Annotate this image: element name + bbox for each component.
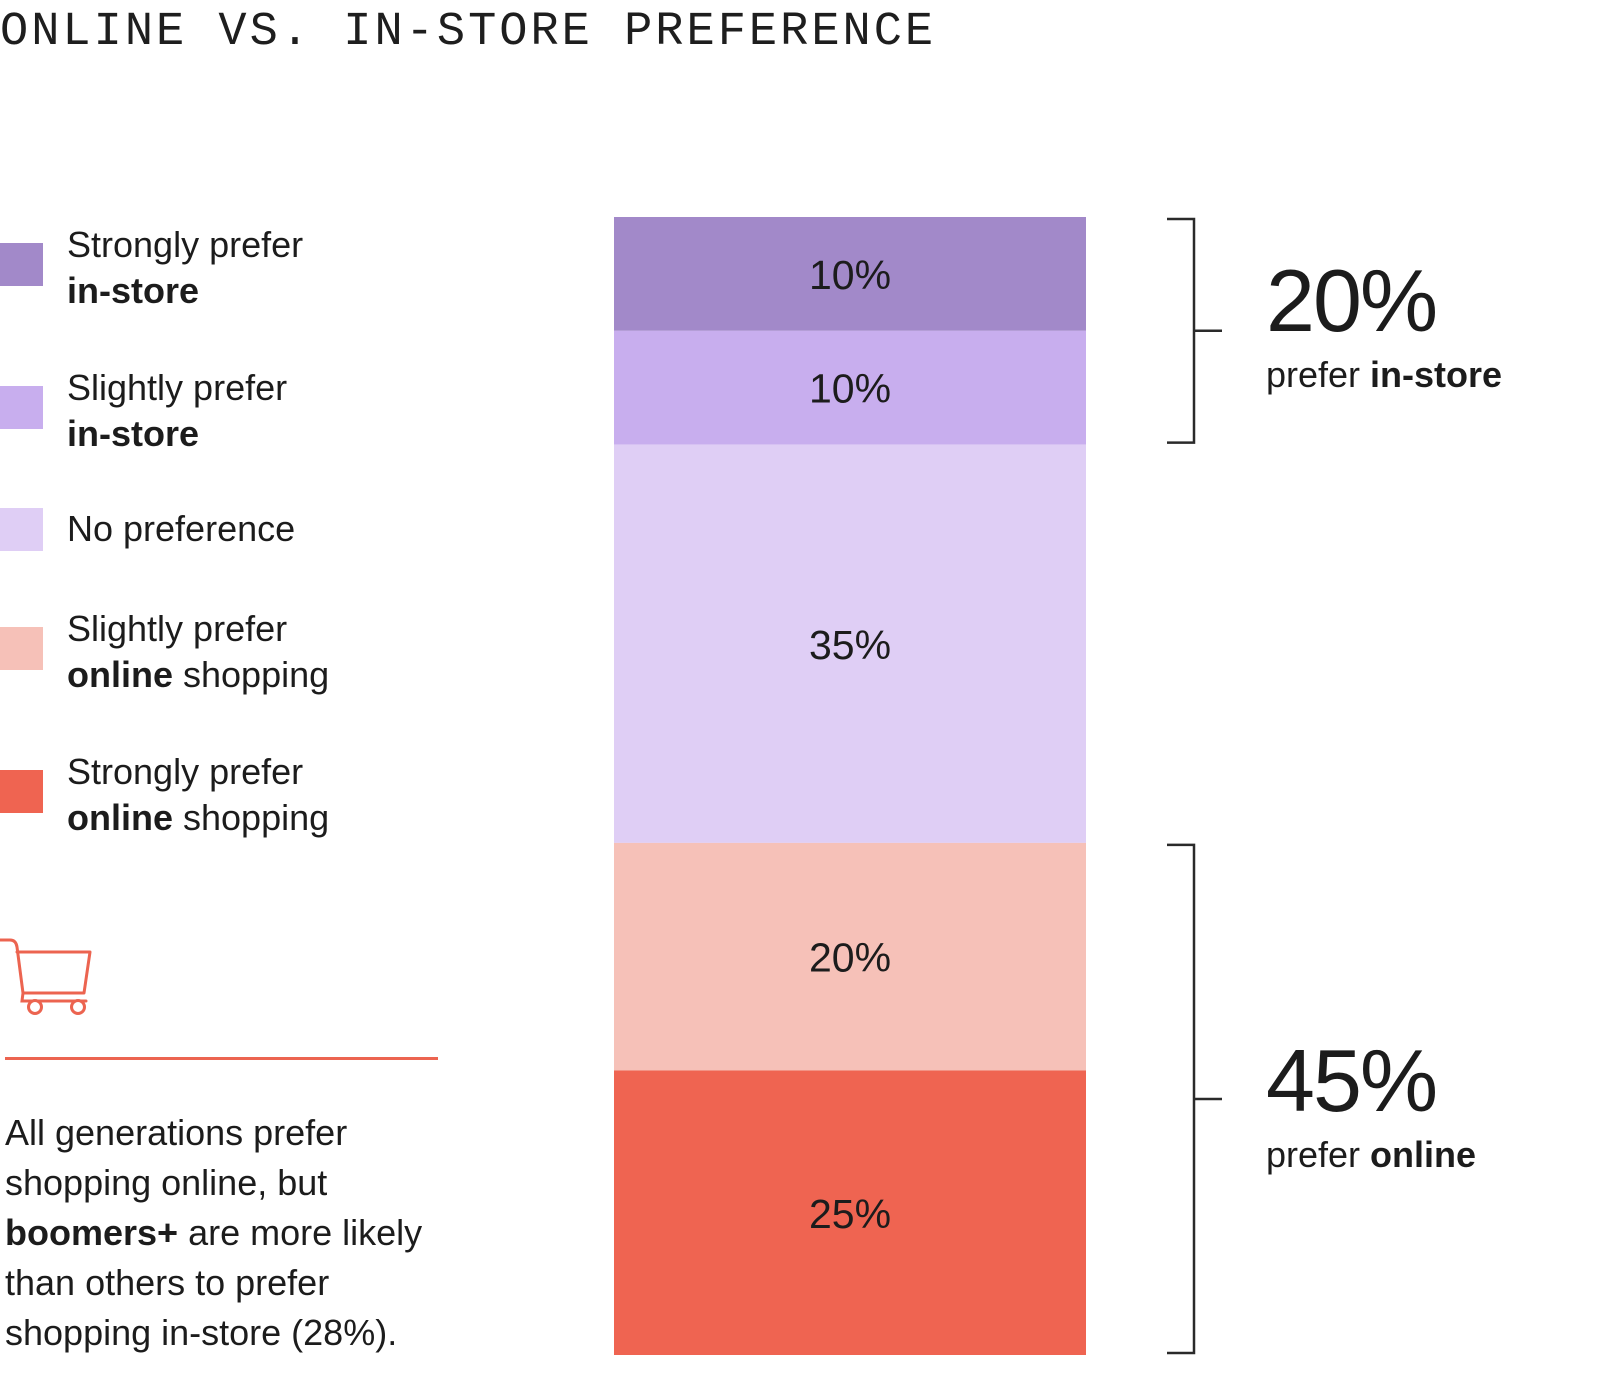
insight-note: All generations prefer shopping online, …: [5, 1108, 455, 1358]
bar-segment: [614, 330, 1086, 445]
bar-segment-label: 10%: [809, 252, 891, 298]
legend-swatch: [0, 627, 43, 670]
bar-segment-label: 20%: [809, 935, 891, 981]
bar-segment: [614, 842, 1086, 1071]
legend-swatch: [0, 770, 43, 813]
legend-line1: Strongly prefer: [67, 224, 304, 265]
online-caption: prefer online: [1266, 1134, 1476, 1176]
bar-segment: [614, 217, 1086, 331]
group-bracket: [1167, 217, 1222, 444]
instore-caption-prefix: prefer: [1266, 354, 1371, 395]
legend-swatch: [0, 386, 43, 429]
online-caption-bold: online: [1370, 1134, 1477, 1175]
group-bracket: [1167, 843, 1222, 1355]
bar-segment-label: 10%: [809, 366, 891, 412]
instore-caption: prefer in-store: [1266, 354, 1502, 396]
divider-line: [5, 1057, 438, 1060]
bar-segment: [614, 444, 1086, 843]
online-total: 45%: [1266, 1031, 1438, 1130]
legend-swatch: [0, 243, 43, 286]
note-part2: are more likely than others to prefer sh…: [5, 1212, 423, 1353]
legend-bold: in-store: [67, 413, 200, 454]
legend-line1: Strongly prefer: [67, 751, 304, 792]
chart-title: ONLINE VS. IN-STORE PREFERENCE: [0, 6, 937, 59]
instore-caption-bold: in-store: [1370, 354, 1503, 395]
bar-segment-label: 35%: [809, 622, 891, 668]
note-bold: boomers+: [5, 1212, 179, 1253]
legend-line1: Slightly prefer: [67, 608, 288, 649]
note-part1: All generations prefer shopping online, …: [5, 1112, 348, 1203]
legend-line1: Slightly prefer: [67, 367, 288, 408]
legend-bold: online: [67, 654, 173, 695]
bar-segment-label: 25%: [809, 1191, 891, 1237]
online-caption-prefix: prefer: [1266, 1134, 1371, 1175]
legend-bold: online: [67, 797, 173, 838]
shopping-cart-icon: [0, 938, 92, 1015]
legend-rest: shopping: [173, 654, 330, 695]
legend-bold: in-store: [67, 270, 200, 311]
legend-line1: No preference: [67, 508, 296, 549]
legend-swatch: [0, 508, 43, 551]
instore-total: 20%: [1266, 251, 1438, 350]
bar-segment: [614, 1070, 1086, 1355]
legend-rest: shopping: [173, 797, 330, 838]
